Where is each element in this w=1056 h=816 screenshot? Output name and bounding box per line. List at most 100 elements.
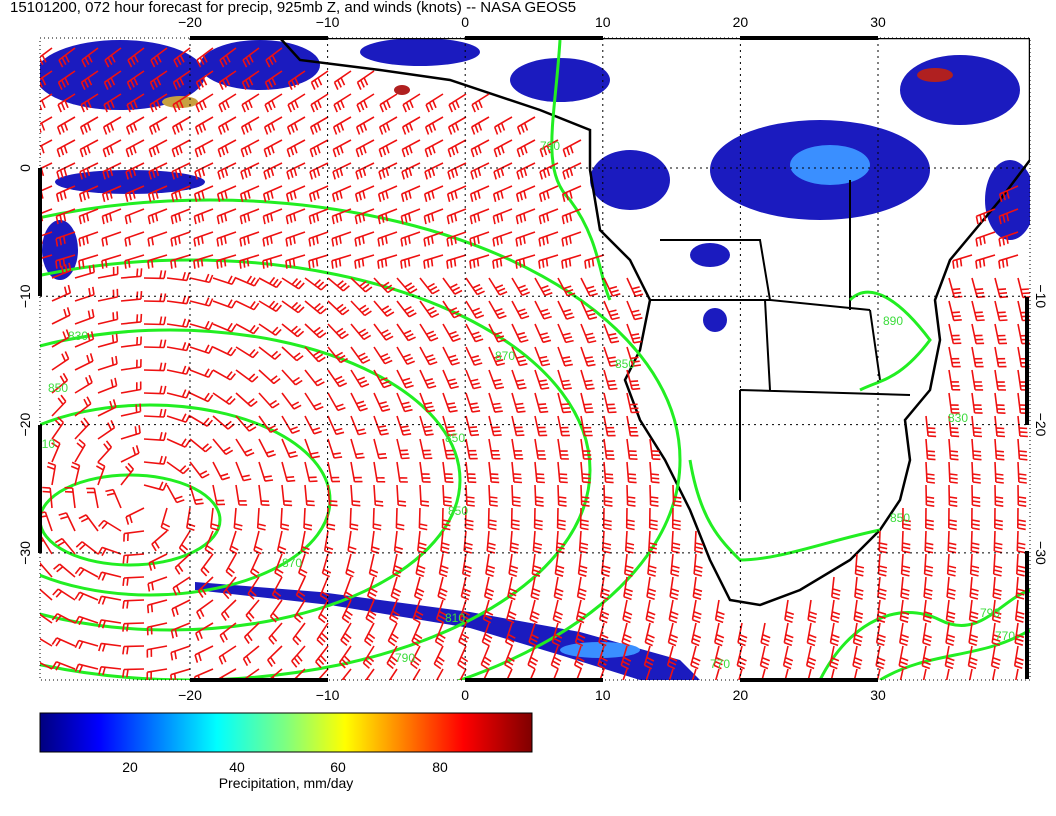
borders <box>650 180 911 500</box>
wind-barb <box>247 576 260 600</box>
wind-barb <box>304 415 322 435</box>
wind-barb <box>193 254 214 269</box>
wind-barb <box>400 208 421 225</box>
wind-barb <box>218 645 237 665</box>
frame-bar <box>190 36 328 40</box>
wind-barb <box>293 599 306 623</box>
wind-barb <box>714 599 725 624</box>
wind-barb <box>258 369 281 385</box>
wind-barb <box>327 415 345 436</box>
wind-barb <box>925 438 936 461</box>
wind-barb <box>170 231 191 247</box>
wind-barb <box>621 622 632 647</box>
wind-barb <box>597 645 608 670</box>
wind-barb <box>343 576 353 601</box>
wind-barb <box>263 116 283 135</box>
wind-barb <box>70 461 81 486</box>
wind-barb <box>412 668 421 680</box>
wind-barb <box>220 599 237 621</box>
wind-barb <box>189 320 214 331</box>
wind-barb <box>402 93 421 113</box>
wind-barb <box>122 553 145 564</box>
wind-barb <box>948 461 958 484</box>
wind-barb <box>419 392 436 413</box>
wind-barb <box>527 645 539 670</box>
wind-barb <box>51 329 71 348</box>
wind-barb <box>418 507 428 531</box>
wind-barb <box>415 553 426 578</box>
wind-barb <box>365 599 377 624</box>
wind-barb <box>368 553 379 578</box>
wind-barb <box>281 346 304 362</box>
frame-bar <box>740 678 878 682</box>
wind-barb <box>534 277 553 297</box>
wind-barb <box>538 254 559 269</box>
wind-barb <box>316 622 329 646</box>
wind-barb <box>465 415 480 437</box>
wind-barb <box>457 645 469 670</box>
wind-barb <box>992 553 1003 577</box>
frame-bar <box>740 36 878 40</box>
wind-barb <box>350 438 365 459</box>
wind-barb <box>434 622 446 647</box>
wind-barb <box>603 369 618 391</box>
wind-barb <box>350 369 370 388</box>
wind-barb <box>327 369 348 388</box>
wind-barb <box>79 162 99 180</box>
wind-barb <box>435 668 444 680</box>
wind-barb <box>341 599 353 624</box>
wind-barb <box>264 70 283 90</box>
wind-barb <box>147 576 168 592</box>
lon-label-top: 10 <box>595 14 611 30</box>
wind-barb <box>120 268 143 279</box>
wind-barb <box>994 346 1007 368</box>
wind-barb <box>347 530 357 555</box>
wind-barb <box>511 438 524 460</box>
wind-barb <box>968 622 979 647</box>
wind-barb <box>263 162 283 180</box>
wind-barb <box>899 599 910 623</box>
wind-barb <box>258 484 270 506</box>
wind-barb <box>378 162 398 180</box>
wind-barb <box>212 322 237 333</box>
wind-barb <box>945 622 956 647</box>
wind-barb <box>189 461 210 479</box>
frame-bar <box>465 36 603 40</box>
wind-barb <box>350 415 367 436</box>
wind-barb <box>40 162 53 178</box>
wind-barb <box>235 392 258 408</box>
wind-barb <box>124 208 145 225</box>
wind-barb <box>388 668 398 680</box>
wind-barb <box>538 185 559 202</box>
wind-barb <box>281 392 302 410</box>
wind-barb <box>147 185 168 202</box>
wind-barb <box>580 415 593 437</box>
wind-barb <box>760 622 771 647</box>
wind-barb <box>74 286 95 302</box>
wind-barb <box>166 318 191 328</box>
wind-barb <box>562 162 582 180</box>
contour-label: 770 <box>995 629 1015 643</box>
wind-barb <box>120 336 142 348</box>
wind-barb <box>101 231 122 247</box>
wind-barb <box>534 461 545 484</box>
wind-barb <box>241 93 260 113</box>
wind-barb <box>281 484 293 507</box>
wind-barb <box>561 231 582 247</box>
wind-barb <box>189 415 214 427</box>
wind-barb <box>55 231 76 247</box>
wind-barb <box>51 284 72 302</box>
wind-barb <box>125 116 145 135</box>
wind-barb <box>310 70 329 90</box>
wind-barb <box>626 277 644 297</box>
wind-barb <box>492 208 513 225</box>
contour <box>40 473 222 567</box>
wind-barb <box>189 297 214 307</box>
wind-barb <box>552 599 563 624</box>
wind-barb <box>212 369 237 381</box>
wind-barb <box>327 346 348 364</box>
wind-barb <box>350 277 373 293</box>
wind-barb <box>51 394 67 417</box>
wind-barb <box>1015 576 1025 600</box>
wind-barb <box>57 70 76 90</box>
